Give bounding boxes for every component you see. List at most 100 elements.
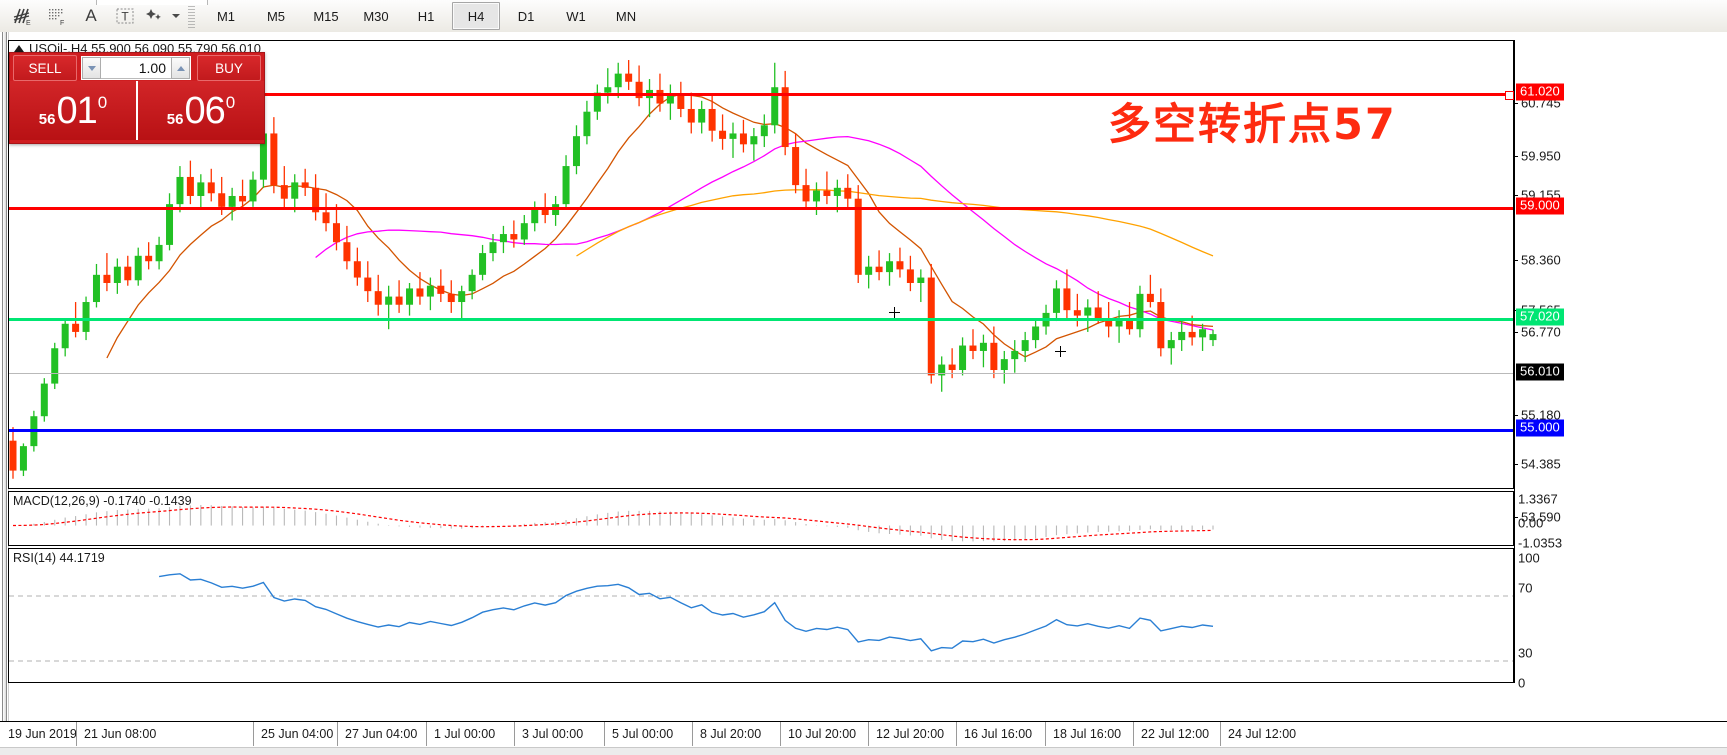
sell-price-prefix: 56 xyxy=(38,111,56,128)
one-click-trading-panel[interactable]: SELL 1.00 BUY 56 01 0 56 06 0 xyxy=(9,52,265,144)
collapse-triangle-icon[interactable] xyxy=(14,45,24,52)
timeframe-button-m30[interactable]: M30 xyxy=(363,8,389,24)
sell-price-cell[interactable]: 56 01 0 xyxy=(10,81,138,140)
buy-price-main: 06 xyxy=(184,89,225,132)
rsi-pane[interactable]: RSI(14) 44.1719 xyxy=(8,548,1514,683)
date-separator xyxy=(1133,722,1134,746)
indicators-icon[interactable]: E xyxy=(6,1,40,31)
price-tick-label: 59.950 xyxy=(1521,148,1561,164)
macd-pane[interactable]: MACD(12,26,9) -0.1740 -0.1439 xyxy=(8,491,1514,546)
svg-text:E: E xyxy=(26,20,31,26)
date-separator xyxy=(1220,722,1221,746)
volume-value[interactable]: 1.00 xyxy=(138,60,166,76)
chart-area[interactable]: USOil-,H4 55.900 56.090 55.790 56.010 MA… xyxy=(0,32,1727,755)
date-tick-label: 25 Jun 04:00 xyxy=(261,727,334,741)
level-drag-handle[interactable] xyxy=(1505,91,1514,100)
price-tick-mark xyxy=(1514,415,1518,416)
date-separator xyxy=(604,722,605,746)
date-tick-label: 21 Jun 08:00 xyxy=(84,727,157,741)
rsi-plot xyxy=(9,573,1513,662)
date-tick-label: 1 Jul 00:00 xyxy=(434,727,496,741)
axis-rule xyxy=(1514,40,1515,683)
text-label-icon[interactable]: T xyxy=(108,1,142,31)
macd-plot xyxy=(12,505,1214,542)
macd-tick-label: -1.0353 xyxy=(1518,535,1563,551)
price-tag-resistance-59000: 59.000 xyxy=(1516,197,1564,215)
rsi-tick-label: 30 xyxy=(1518,645,1533,661)
price-tick-mark xyxy=(1514,103,1518,104)
price-tick-label: 54.385 xyxy=(1521,456,1561,472)
date-tick-label: 8 Jul 20:00 xyxy=(700,727,762,741)
chevron-down-icon[interactable] xyxy=(171,14,180,18)
price-tick-label: 53.590 xyxy=(1521,509,1561,525)
price-tick-mark xyxy=(1514,464,1518,465)
buy-button[interactable]: BUY xyxy=(197,55,261,81)
trade-panel-prices: 56 01 0 56 06 0 xyxy=(10,81,264,140)
date-tick-label: 24 Jul 12:00 xyxy=(1228,727,1297,741)
price-tag-resistance-61020: 61.020 xyxy=(1516,83,1564,101)
buy-price-prefix: 56 xyxy=(166,111,184,128)
timeframe-button-d1[interactable]: D1 xyxy=(517,8,535,24)
date-separator xyxy=(514,722,515,746)
main-toolbar: E F A T xyxy=(0,0,1727,33)
macd-label: MACD(12,26,9) -0.1740 -0.1439 xyxy=(13,494,192,508)
date-tick-label: 16 Jul 16:00 xyxy=(964,727,1033,741)
rsi-label: RSI(14) 44.1719 xyxy=(13,551,105,565)
date-tick-label: 3 Jul 00:00 xyxy=(522,727,584,741)
timeframe-button-m15[interactable]: M15 xyxy=(313,8,339,24)
price-tick-label: 55.180 xyxy=(1521,407,1561,423)
date-separator xyxy=(76,722,77,746)
level-line-current-price-56010[interactable] xyxy=(9,373,1513,374)
timeframe-button-m5[interactable]: M5 xyxy=(266,8,286,24)
horizontal-scrollbar[interactable] xyxy=(0,747,1727,755)
price-axis[interactable]: 60.74559.95059.15558.36057.56556.77055.1… xyxy=(1514,40,1727,691)
date-separator xyxy=(1045,722,1046,746)
text-icon[interactable]: A xyxy=(85,6,97,25)
moving-average-line-2 xyxy=(315,135,1214,331)
price-tag-pivot-57020: 57.020 xyxy=(1516,308,1564,326)
toolbar-grip[interactable] xyxy=(188,4,195,28)
date-axis[interactable]: 19 Jun 2019 21 Jun 08:00 25 Jun 04:00 27 Ju… xyxy=(0,721,1727,755)
date-separator xyxy=(692,722,693,746)
rsi-tick-label: 0 xyxy=(1518,675,1526,691)
date-separator xyxy=(337,722,338,746)
trade-panel-top-row: SELL 1.00 BUY xyxy=(10,53,264,81)
price-tick-label: 58.360 xyxy=(1521,252,1561,268)
periodicity-icon[interactable]: F xyxy=(40,1,74,31)
date-separator xyxy=(253,722,254,746)
date-separator xyxy=(868,722,869,746)
rsi-curve xyxy=(158,573,1214,652)
svg-text:F: F xyxy=(60,20,64,26)
macd-histogram xyxy=(22,505,1214,542)
timeframe-button-h1[interactable]: H1 xyxy=(417,8,435,24)
timeframe-button-mn[interactable]: MN xyxy=(615,8,637,24)
date-tick-label: 27 Jun 04:00 xyxy=(345,727,418,741)
level-line-resistance-61020[interactable] xyxy=(9,93,1513,96)
price-tick-mark xyxy=(1514,260,1518,261)
volume-field[interactable]: 1.00 xyxy=(81,56,191,80)
date-tick-label: 22 Jul 12:00 xyxy=(1141,727,1210,741)
level-line-support-55000[interactable] xyxy=(9,429,1513,432)
rsi-tick-label: 100 xyxy=(1518,550,1540,566)
level-line-pivot-57020[interactable] xyxy=(9,318,1513,321)
price-tick-mark xyxy=(1514,156,1518,157)
rsi-tick-label: 70 xyxy=(1518,580,1533,596)
sell-button[interactable]: SELL xyxy=(13,55,77,81)
timeframe-button-h4[interactable]: H4 xyxy=(452,2,500,30)
objects-icon[interactable] xyxy=(142,1,182,31)
date-tick-label: 5 Jul 00:00 xyxy=(612,727,674,741)
svg-text:T: T xyxy=(121,10,129,24)
price-tick-mark xyxy=(1514,195,1518,196)
price-tag-support-55000: 55.000 xyxy=(1516,419,1564,437)
chart-annotation-text: 多空转折点57 xyxy=(1108,100,1397,150)
date-separator xyxy=(956,722,957,746)
macd-tick-label: 0.00 xyxy=(1518,515,1544,531)
volume-decrement-button[interactable] xyxy=(82,57,101,79)
timeframe-button-w1[interactable]: W1 xyxy=(566,8,586,24)
buy-price-cell[interactable]: 56 06 0 xyxy=(138,81,264,140)
timeframe-button-m1[interactable]: M1 xyxy=(216,8,236,24)
level-line-resistance-59000[interactable] xyxy=(9,207,1513,210)
volume-increment-button[interactable] xyxy=(171,57,190,79)
date-separator xyxy=(780,722,781,746)
